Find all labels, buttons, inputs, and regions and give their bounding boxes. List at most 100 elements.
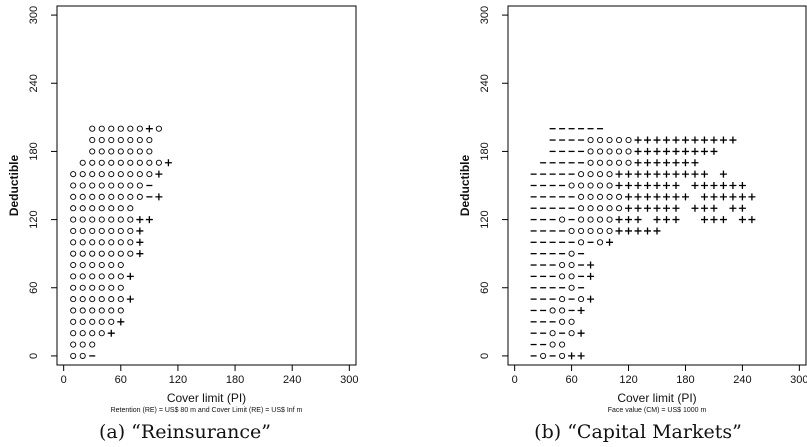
point-circle xyxy=(79,182,86,189)
point-circle xyxy=(136,159,143,166)
point-circle xyxy=(606,137,613,144)
point-circle xyxy=(117,148,124,155)
point-plus xyxy=(719,182,727,189)
point-circle xyxy=(89,227,96,234)
point-circle xyxy=(108,296,115,303)
point-circle xyxy=(127,227,134,234)
point-plus xyxy=(681,147,689,155)
point-plus xyxy=(738,216,746,224)
point-circle xyxy=(108,182,115,189)
point-circle xyxy=(559,307,566,314)
y-tick-label: 240 xyxy=(479,74,491,92)
point-circle xyxy=(89,159,96,166)
point-plus xyxy=(653,227,661,235)
point-plus xyxy=(700,193,708,201)
point-circle xyxy=(597,137,604,144)
point-circle xyxy=(98,125,105,132)
point-plus xyxy=(653,193,661,201)
point-circle xyxy=(578,171,585,178)
y-tick-label: 0 xyxy=(479,353,491,359)
point-circle xyxy=(146,171,153,178)
point-circle xyxy=(559,352,566,359)
point-plus xyxy=(672,147,680,155)
plot-frame xyxy=(507,5,807,366)
point-plus xyxy=(691,170,699,178)
point-circle xyxy=(568,227,575,234)
point-plus xyxy=(644,182,652,189)
point-circle xyxy=(79,307,86,314)
point-plus xyxy=(634,227,642,235)
point-circle xyxy=(136,125,143,132)
point-circle xyxy=(79,284,86,291)
point-circle xyxy=(117,239,124,246)
point-circle xyxy=(597,216,604,223)
point-circle xyxy=(568,284,575,291)
point-plus xyxy=(625,182,633,189)
point-plus xyxy=(644,159,652,167)
point-circle xyxy=(70,341,77,348)
point-circle xyxy=(606,216,613,223)
point-circle xyxy=(559,216,566,223)
point-circle xyxy=(108,159,115,166)
point-circle xyxy=(108,205,115,212)
point-circle xyxy=(587,193,594,200)
point-circle xyxy=(136,182,143,189)
point-circle xyxy=(70,193,77,200)
point-circle xyxy=(117,250,124,257)
point-plus xyxy=(653,159,661,167)
point-circle xyxy=(79,296,86,303)
point-circle xyxy=(578,193,585,200)
point-circle xyxy=(597,171,604,178)
point-plus xyxy=(625,227,633,235)
point-circle xyxy=(127,193,134,200)
point-circle xyxy=(98,137,105,144)
point-plus xyxy=(155,193,163,201)
point-circle xyxy=(587,227,594,234)
y-tick-label: 120 xyxy=(28,210,40,228)
point-plus xyxy=(568,352,576,360)
point-circle xyxy=(127,250,134,257)
point-circle xyxy=(587,216,594,223)
point-circle xyxy=(108,216,115,223)
point-circle xyxy=(606,159,613,166)
point-circle xyxy=(127,148,134,155)
point-plus xyxy=(653,147,661,155)
point-plus xyxy=(729,204,737,212)
point-circle xyxy=(89,171,96,178)
point-circle xyxy=(98,159,105,166)
point-plus xyxy=(662,159,670,167)
point-plus xyxy=(117,318,125,326)
x-tick-label: 0 xyxy=(61,374,67,386)
point-plus xyxy=(653,204,661,212)
point-circle xyxy=(79,250,86,257)
point-plus xyxy=(136,238,144,246)
point-plus xyxy=(634,216,642,224)
point-circle xyxy=(117,137,124,144)
point-plus xyxy=(700,216,708,224)
point-circle xyxy=(70,171,77,178)
point-circle xyxy=(89,284,96,291)
point-circle xyxy=(70,239,77,246)
point-circle xyxy=(549,307,556,314)
point-circle xyxy=(625,148,632,155)
point-plus xyxy=(644,170,652,178)
point-circle xyxy=(108,227,115,234)
x-axis-label: Cover limit (PI) xyxy=(617,391,696,405)
panel-reinsurance: 0 60 120 180 240 300 0 60 120 180 240 300 Cover limi… xyxy=(7,5,359,443)
point-circle xyxy=(597,159,604,166)
point-circle xyxy=(587,182,594,189)
point-circle xyxy=(597,193,604,200)
point-circle xyxy=(70,182,77,189)
point-plus xyxy=(710,136,718,144)
x-tick-label: 180 xyxy=(226,374,244,386)
point-circle xyxy=(98,307,105,314)
point-plus xyxy=(719,136,727,144)
point-plus xyxy=(748,193,756,201)
point-plus xyxy=(700,147,708,155)
point-circle xyxy=(127,159,134,166)
point-plus xyxy=(681,159,689,167)
point-circle xyxy=(79,239,86,246)
point-circle xyxy=(578,296,585,303)
point-plus xyxy=(126,295,134,303)
point-plus xyxy=(681,136,689,144)
